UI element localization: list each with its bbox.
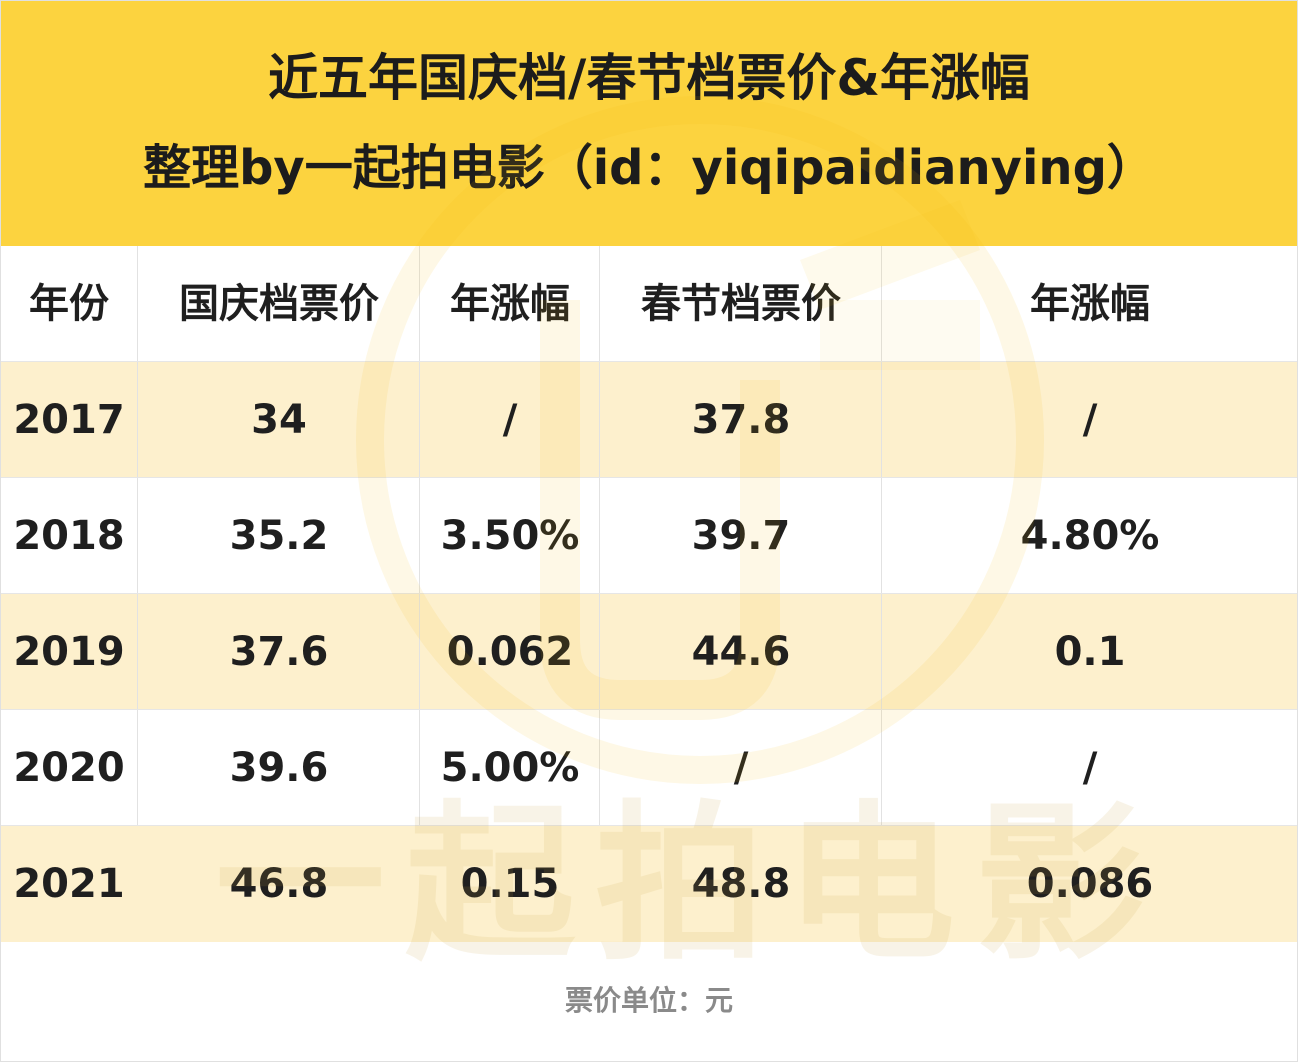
spring-festival-price-cell: 44.6 [691, 629, 791, 675]
year-cell: 2017 [13, 397, 125, 443]
table-row: 2018 35.2 3.50% 39.7 4.80% [0, 478, 1298, 594]
row-divider [0, 593, 1298, 594]
column-divider [137, 246, 138, 826]
column-divider [419, 246, 420, 826]
spring-festival-price-cell: / [733, 745, 749, 791]
national-day-price-cell: 37.6 [229, 629, 329, 675]
year-cell: 2018 [13, 513, 125, 559]
spring-festival-growth-cell: / [1082, 745, 1098, 791]
page-title: 近五年国庆档/春节档票价&年涨幅 [268, 49, 1030, 107]
year-cell: 2020 [13, 745, 125, 791]
national-day-growth-cell: 5.00% [440, 745, 580, 791]
table-row: 2019 37.6 0.062 44.6 0.1 [0, 594, 1298, 710]
year-cell: 2019 [13, 629, 125, 675]
spring-festival-price-cell: 39.7 [691, 513, 791, 559]
column-header-national-day-price: 国庆档票价 [179, 281, 379, 327]
spring-festival-growth-cell: / [1082, 397, 1098, 443]
page-subtitle: 整理by一起拍电影（id：yiqipaidianying） [143, 140, 1155, 196]
unit-note: 票价单位：元 [564, 984, 733, 1017]
title-band: 近五年国庆档/春节档票价&年涨幅 整理by一起拍电影（id：yiqipaidia… [0, 0, 1298, 246]
column-header-year: 年份 [29, 281, 109, 327]
national-day-price-cell: 34 [251, 397, 307, 443]
national-day-growth-cell: / [502, 397, 518, 443]
row-divider [0, 361, 1298, 362]
national-day-growth-cell: 3.50% [440, 513, 580, 559]
column-header-spring-festival-growth: 年涨幅 [1030, 281, 1150, 327]
column-divider [599, 246, 600, 826]
spring-festival-price-cell: 48.8 [691, 861, 791, 907]
national-day-growth-cell: 0.062 [446, 629, 574, 675]
year-cell: 2021 [13, 861, 125, 907]
table-row: 2021 46.8 0.15 48.8 0.086 [0, 826, 1298, 942]
spring-festival-growth-cell: 0.086 [1026, 861, 1154, 907]
spring-festival-growth-cell: 0.1 [1054, 629, 1126, 675]
row-divider [0, 709, 1298, 710]
spring-festival-growth-cell: 4.80% [1020, 513, 1160, 559]
column-header-spring-festival-price: 春节档票价 [641, 281, 841, 327]
table-row: 2020 39.6 5.00% / / [0, 710, 1298, 826]
table-row: 2017 34 / 37.8 / [0, 362, 1298, 478]
national-day-price-cell: 39.6 [229, 745, 329, 791]
column-header-national-day-growth: 年涨幅 [450, 281, 570, 327]
column-divider [881, 246, 882, 826]
row-divider [0, 825, 1298, 826]
spring-festival-price-cell: 37.8 [691, 397, 791, 443]
national-day-price-cell: 46.8 [229, 861, 329, 907]
table-header-row: 年份 国庆档票价 年涨幅 春节档票价 年涨幅 [0, 246, 1298, 362]
national-day-growth-cell: 0.15 [460, 861, 560, 907]
national-day-price-cell: 35.2 [229, 513, 329, 559]
row-divider [0, 477, 1298, 478]
